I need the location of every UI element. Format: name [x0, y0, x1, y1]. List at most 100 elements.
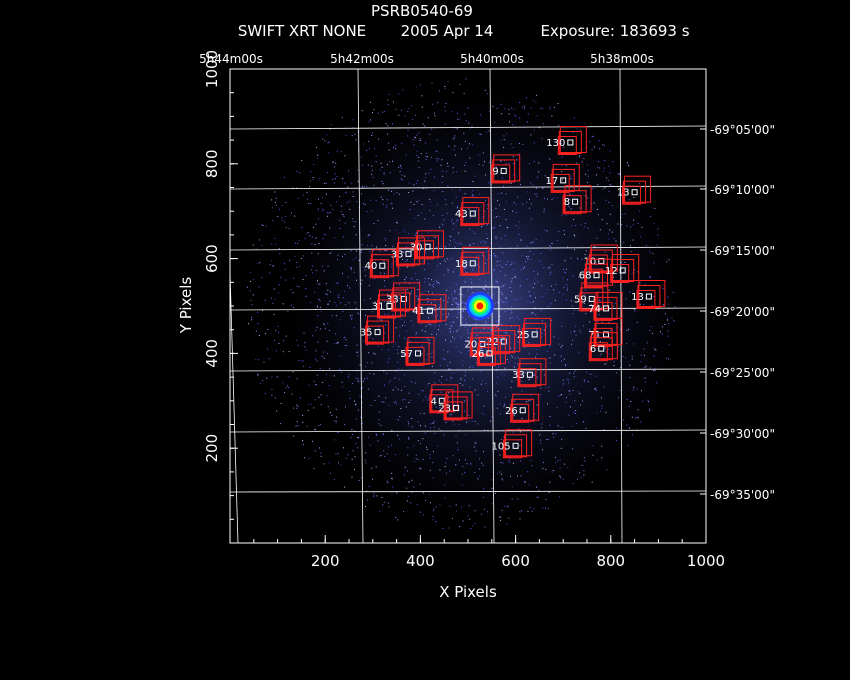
photon: [458, 232, 460, 234]
photon: [314, 399, 316, 401]
photon: [506, 301, 508, 303]
photon: [304, 457, 305, 459]
photon: [296, 187, 298, 189]
photon: [496, 166, 498, 168]
photon: [392, 284, 394, 286]
photon: [305, 275, 307, 276]
photon: [604, 187, 606, 189]
photon: [629, 364, 631, 366]
photon: [374, 148, 375, 150]
photon: [392, 245, 394, 247]
photon: [583, 325, 585, 327]
photon: [454, 291, 456, 293]
photon: [418, 160, 420, 162]
photon: [311, 252, 313, 254]
photon: [329, 128, 331, 130]
photon: [649, 408, 651, 410]
photon: [543, 267, 545, 269]
photon: [432, 314, 434, 316]
photon: [350, 269, 352, 271]
photon: [508, 308, 510, 310]
photon: [642, 400, 644, 402]
photon: [427, 231, 429, 233]
photon: [562, 379, 564, 381]
photon: [486, 259, 488, 260]
photon: [572, 448, 574, 450]
photon: [575, 225, 577, 226]
photon: [322, 210, 324, 212]
photon: [535, 356, 537, 358]
photon: [444, 497, 446, 499]
photon: [334, 173, 336, 175]
photon: [373, 492, 375, 494]
photon: [487, 429, 489, 431]
photon: [384, 501, 386, 503]
photon: [444, 86, 446, 87]
dec-tick-label: -69°25'00": [710, 366, 775, 380]
photon: [417, 298, 419, 299]
photon: [667, 296, 669, 298]
photon: [584, 289, 586, 291]
photon: [533, 253, 535, 255]
photon: [266, 377, 268, 379]
photon: [550, 303, 552, 305]
photon: [456, 304, 458, 306]
photon: [440, 164, 442, 166]
source-box: [588, 342, 608, 362]
photon: [314, 291, 315, 293]
photon: [542, 449, 544, 451]
photon: [573, 372, 575, 374]
photon: [477, 264, 479, 266]
photon: [579, 129, 581, 131]
photon: [261, 245, 263, 246]
photon: [547, 181, 549, 183]
photon: [568, 382, 569, 384]
photon: [478, 319, 480, 321]
photon: [620, 367, 622, 368]
photon: [673, 320, 675, 322]
photon: [384, 332, 386, 334]
photon: [486, 251, 488, 253]
photon: [674, 306, 676, 308]
photon: [425, 396, 427, 398]
photon: [259, 383, 261, 385]
photon: [529, 250, 531, 252]
photon: [616, 427, 618, 429]
photon: [484, 242, 486, 244]
photon: [383, 450, 385, 452]
photon: [506, 297, 508, 299]
photon: [318, 396, 320, 398]
photon: [468, 325, 470, 327]
photon: [283, 340, 285, 341]
photon: [514, 114, 516, 116]
photon: [439, 364, 441, 366]
photon: [411, 479, 413, 481]
photon: [574, 235, 576, 237]
photon: [365, 459, 367, 461]
photon: [467, 147, 469, 149]
photon: [400, 319, 402, 320]
photon: [497, 193, 499, 194]
photon: [524, 372, 526, 374]
photon: [561, 165, 563, 167]
photon: [369, 234, 370, 236]
photon: [407, 454, 409, 456]
photon: [411, 492, 413, 493]
photon: [597, 459, 598, 461]
photon: [431, 279, 433, 281]
photon: [528, 163, 530, 165]
photon: [385, 123, 387, 125]
photon: [356, 377, 357, 379]
photon: [479, 133, 481, 135]
photon: [524, 482, 526, 484]
photon: [533, 241, 534, 243]
photon: [271, 388, 273, 390]
photon: [390, 379, 392, 381]
photon: [443, 259, 445, 261]
photon: [324, 140, 326, 142]
photon: [483, 328, 485, 330]
photon: [368, 121, 370, 123]
photon: [401, 354, 403, 356]
photon: [386, 372, 388, 374]
photon: [453, 316, 455, 318]
